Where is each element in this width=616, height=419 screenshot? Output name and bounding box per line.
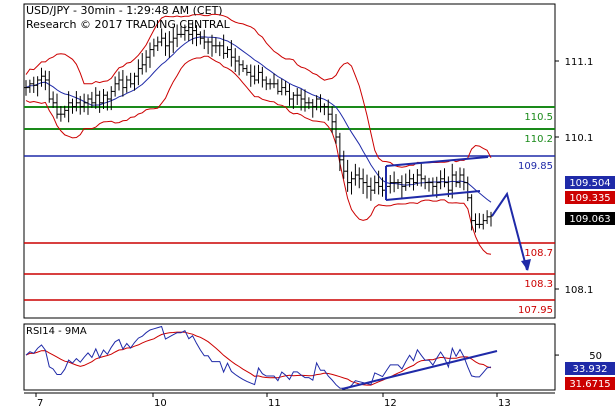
value-badge-bg <box>565 176 615 189</box>
channel-bottom-line <box>385 190 481 201</box>
value-badge-label: 109.335 <box>569 193 610 204</box>
rsi-trendline <box>341 350 498 390</box>
forecast-arrowhead <box>521 259 531 271</box>
value-badge-label: 109.063 <box>569 214 610 225</box>
level-label: 107.95 <box>518 305 553 316</box>
rsi-badge: 33.932 <box>565 362 615 375</box>
forecast-arrow <box>491 191 528 271</box>
value-badge-label: 31.6715 <box>569 379 610 390</box>
chart-copyright: Research © 2017 TRADING CENTRAL <box>26 18 230 31</box>
value-badge-label: 33.932 <box>573 364 608 375</box>
price-badge: 109.063 <box>565 212 615 225</box>
rsi-title: RSI14 - 9MA <box>26 326 87 337</box>
rsi-line <box>25 325 492 389</box>
chart-title: USD/JPY - 30min - 1:29:48 AM (CET) <box>26 4 223 17</box>
rsi-ma-line <box>25 331 492 386</box>
x-tick-label: 10 <box>154 398 167 409</box>
x-tick-label: 11 <box>268 398 281 409</box>
x-tick-label: 13 <box>498 398 511 409</box>
level-label: 108.3 <box>524 279 553 290</box>
bollinger-upper <box>25 13 492 168</box>
value-badge-bg <box>565 212 615 225</box>
bollinger-lower <box>25 55 492 255</box>
value-badge-bg <box>565 377 615 390</box>
price-badge: 109.335 <box>565 191 615 204</box>
price-badge: 109.504 <box>565 176 615 189</box>
y-tick-label: 111.1 <box>565 57 594 68</box>
x-tick-label: 12 <box>384 398 397 409</box>
channel-top-line <box>385 156 489 167</box>
level-label: 110.2 <box>524 134 553 145</box>
value-badge-bg <box>565 191 615 204</box>
rsi-panel-border <box>23 323 556 391</box>
rsi-badge: 31.6715 <box>565 377 615 390</box>
x-tick-label: 7 <box>37 398 43 409</box>
level-label: 109.85 <box>518 161 553 172</box>
value-badge-label: 109.504 <box>569 178 610 189</box>
y-tick-label: 110.1 <box>565 133 594 144</box>
rsi-tick-label: 50 <box>589 351 602 362</box>
level-label: 110.5 <box>524 112 553 123</box>
y-tick-label: 108.1 <box>565 285 594 296</box>
value-badge-bg <box>565 362 615 375</box>
level-label: 108.7 <box>524 248 553 259</box>
price-panel-border <box>23 3 556 319</box>
